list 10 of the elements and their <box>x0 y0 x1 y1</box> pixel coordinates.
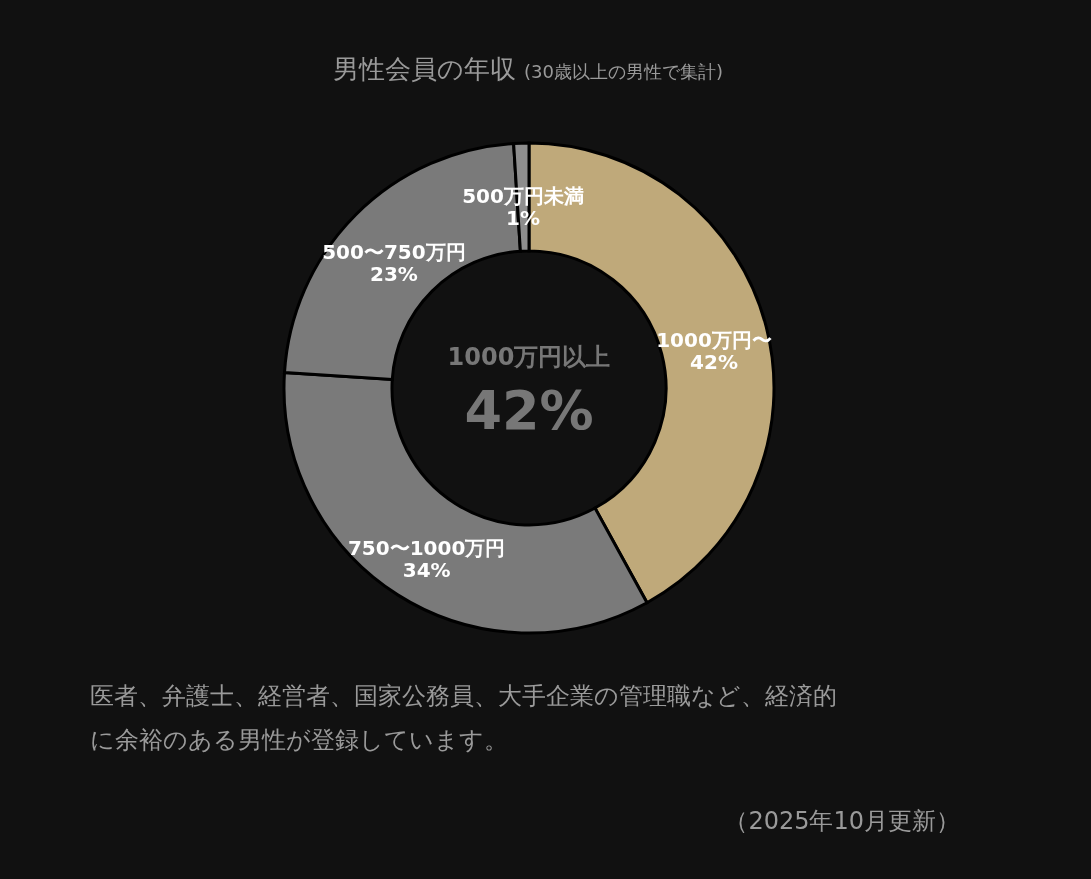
text: 42% <box>464 379 594 442</box>
text: （2025年10月更新） <box>724 807 960 835</box>
text: 医者、弁護士、経営者、国家公務員、大手企業の管理職など、経済的に余裕のある男性が登録しています。 <box>90 682 837 754</box>
slice-label: 750〜1000万円 <box>347 536 506 561</box>
data-label: 42% <box>690 349 738 374</box>
chart-subtitle: (30歳以上の男性で集計) <box>524 61 723 82</box>
data-label: 23% <box>370 261 418 286</box>
data-label: 34% <box>402 558 451 583</box>
text: 1000万円以上 <box>447 343 611 371</box>
chart-title: 男性会員の年収 <box>333 54 516 84</box>
